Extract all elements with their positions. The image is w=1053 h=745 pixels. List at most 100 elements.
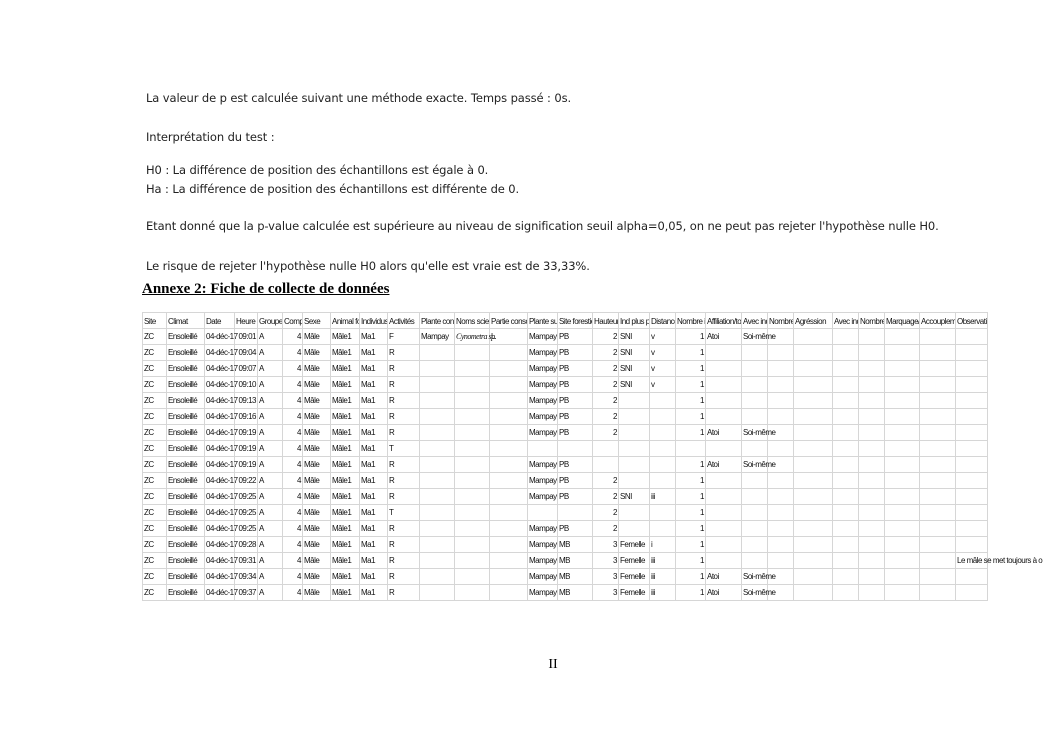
table-cell: 2 [593, 425, 619, 441]
table-cell: A [258, 537, 283, 553]
table-cell [650, 521, 676, 537]
table-cell [490, 585, 528, 601]
table-cell [794, 361, 833, 377]
table-cell: A [258, 361, 283, 377]
table-cell [490, 409, 528, 425]
table-cell: Mampay [528, 361, 558, 377]
table-cell: Mâle [303, 537, 331, 553]
table-cell: Mâle [303, 473, 331, 489]
table-cell [920, 457, 956, 473]
table-cell: 09:22 [235, 473, 258, 489]
table-cell [558, 505, 593, 521]
table-cell [650, 441, 676, 457]
table-cell: 4 [283, 505, 303, 521]
table-cell: A [258, 489, 283, 505]
table-cell: 4 [283, 329, 303, 345]
table-cell: Mampay [528, 473, 558, 489]
table-cell [956, 441, 988, 457]
table-cell [956, 585, 988, 601]
table-cell [742, 473, 768, 489]
table-cell [490, 425, 528, 441]
table-cell: A [258, 521, 283, 537]
table-cell: 4 [283, 473, 303, 489]
table-cell: 04-déc-17 [205, 441, 238, 457]
table-cell [885, 393, 920, 409]
table-cell [794, 329, 833, 345]
table-cell: Mampay [528, 585, 558, 601]
table-cell: 1 [676, 329, 706, 345]
table-cell: Atoi [706, 585, 742, 601]
table-cell: PB [558, 473, 593, 489]
table-cell [706, 345, 742, 361]
table-cell [833, 361, 859, 377]
table-cell [794, 585, 833, 601]
table-cell: Ensoleillé [167, 585, 205, 601]
table-cell [455, 345, 490, 361]
header-cell: Ind plus proche [619, 312, 650, 329]
table-cell: 1 [676, 537, 706, 553]
table-cell: MB [558, 569, 593, 585]
table-cell: Ensoleillé [167, 457, 205, 473]
table-cell: 2 [593, 505, 619, 521]
header-cell: Hauteur [593, 312, 619, 329]
table-cell: Mâle [303, 505, 331, 521]
table-cell: 4 [283, 521, 303, 537]
table-cell: 04-déc-17 [205, 553, 238, 569]
table-cell [859, 505, 885, 521]
table-cell [768, 409, 794, 425]
table-cell: 4 [283, 393, 303, 409]
table-cell [455, 521, 490, 537]
table-cell [885, 377, 920, 393]
header-cell: Avec ind [833, 312, 859, 329]
header-cell: Site [142, 312, 167, 329]
table-cell [920, 569, 956, 585]
table-cell [794, 393, 833, 409]
page-number: II [548, 657, 558, 672]
table-cell: A [258, 409, 283, 425]
table-cell: Ensoleillé [167, 489, 205, 505]
table-cell: A [258, 329, 283, 345]
table-cell: R [388, 393, 420, 409]
table-cell [420, 553, 455, 569]
table-cell: 4 [283, 489, 303, 505]
table-cell: 04-déc-17 [205, 489, 238, 505]
table-cell [420, 377, 455, 393]
table-cell [420, 425, 455, 441]
table-cell: 09:04 [235, 345, 258, 361]
table-cell: A [258, 473, 283, 489]
table-cell: Mâle [303, 457, 331, 473]
table-cell: Femelle [619, 553, 650, 569]
table-cell: 2 [593, 393, 619, 409]
table-cell: T [388, 441, 420, 457]
table-cell: Soi-même [742, 329, 776, 345]
table-cell [768, 505, 794, 521]
table-cell: 04-déc-17 [205, 425, 238, 441]
table-cell: Mâle [303, 553, 331, 569]
table-cell: 4 [283, 569, 303, 585]
table-cell: L [490, 329, 528, 345]
table-cell: 1 [676, 377, 706, 393]
table-cell: Ma1 [360, 537, 388, 553]
table-cell: Mâle [303, 441, 331, 457]
table-cell: R [388, 585, 420, 601]
table-cell: 4 [283, 345, 303, 361]
table-cell [490, 393, 528, 409]
table-cell: 3 [593, 537, 619, 553]
header-cell: Nombre [859, 312, 885, 329]
table-cell: Mâle [303, 585, 331, 601]
table-cell [490, 441, 528, 457]
table-cell: T [388, 505, 420, 521]
table-cell: Mâle1 [331, 569, 360, 585]
table-cell [768, 329, 794, 345]
table-cell: Mâle1 [331, 585, 360, 601]
table-cell: 1 [676, 521, 706, 537]
table-cell: 1 [676, 457, 706, 473]
header-cell: Distance [650, 312, 676, 329]
table-cell [420, 457, 455, 473]
table-cell [859, 473, 885, 489]
table-cell: 09:28 [235, 537, 258, 553]
header-cell: Nombre [768, 312, 794, 329]
table-cell: 1 [676, 425, 706, 441]
table-cell [650, 393, 676, 409]
table-cell [742, 521, 768, 537]
